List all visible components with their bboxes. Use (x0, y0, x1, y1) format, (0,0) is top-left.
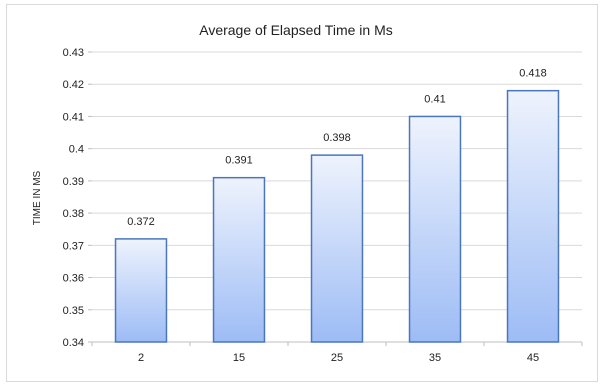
y-tick-label: 0.41 (63, 111, 84, 123)
y-tick-label: 0.36 (63, 273, 84, 285)
chart-frame (6, 4, 598, 382)
x-tick-labels: 2 15 25 35 45 (138, 352, 539, 364)
data-label-25: 0.398 (323, 132, 351, 144)
x-tick-label: 15 (233, 352, 245, 364)
data-labels: 0.372 0.391 0.398 0.41 0.418 (127, 68, 547, 228)
y-axis-label: TIME IN MS (32, 170, 43, 225)
x-tick-label: 25 (331, 352, 343, 364)
x-tick-label: 45 (527, 352, 539, 364)
data-label-15: 0.391 (225, 155, 253, 167)
bars (114, 89, 560, 343)
bar-25 (310, 154, 364, 343)
data-label-45: 0.418 (519, 68, 547, 80)
bar-15 (212, 176, 266, 343)
y-tick-label: 0.43 (63, 47, 84, 59)
y-tick-label: 0.38 (63, 208, 84, 220)
y-tick-label: 0.35 (63, 305, 84, 317)
chart-title: Average of Elapsed Time in Ms (199, 22, 393, 38)
x-tick-label: 35 (429, 352, 441, 364)
y-tick-label: 0.39 (63, 176, 84, 188)
data-label-35: 0.41 (424, 93, 445, 105)
bar-2 (114, 238, 168, 343)
bar-35 (408, 115, 462, 343)
y-tick-label: 0.4 (69, 144, 84, 156)
y-tick-labels: 0.34 0.35 0.36 0.37 0.38 0.39 0.4 0.41 0.42 0.43 (63, 47, 84, 349)
y-tick-label: 0.34 (63, 337, 84, 349)
y-tick-label: 0.37 (63, 240, 84, 252)
y-tick-label: 0.42 (63, 79, 84, 91)
x-tick-label: 2 (138, 352, 144, 364)
data-label-2: 0.372 (127, 216, 155, 228)
bar-45 (506, 89, 560, 343)
